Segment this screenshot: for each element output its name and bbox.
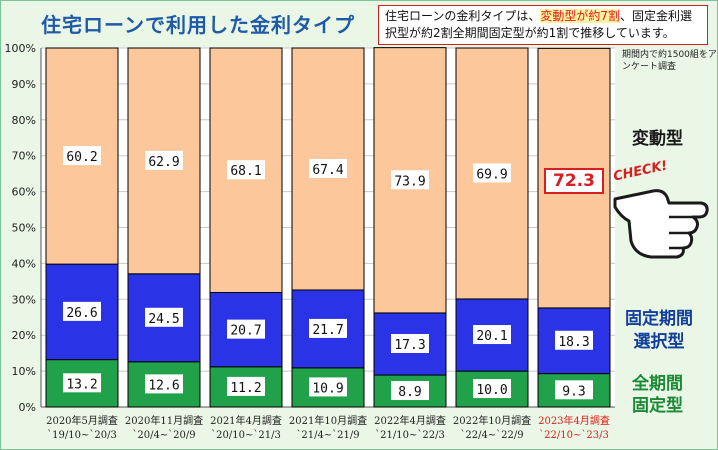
value-label: 21.7 — [312, 323, 343, 338]
x-tick-label: 2021年4月調査 — [210, 414, 282, 427]
value-label: 73.9 — [394, 174, 425, 189]
value-label-box — [309, 158, 347, 178]
fixed-selection-label-line2: 選択型 — [633, 332, 685, 352]
variable-rate-label: 変動型 — [632, 129, 683, 149]
x-tick-label: 2023年4月調査 — [538, 414, 610, 427]
value-label: 69.9 — [476, 167, 507, 182]
note-text-1: 住宅ローンの金利タイプは、 — [385, 9, 541, 23]
value-label: 9.3 — [562, 384, 585, 399]
y-tick-label: 50% — [12, 222, 36, 235]
y-tick-label: 0% — [19, 401, 36, 414]
value-label: 11.2 — [230, 381, 261, 396]
value-label-box — [145, 374, 183, 394]
x-tick-sublabel: `21/4~`21/9 — [296, 430, 359, 441]
y-tick-label: 40% — [12, 257, 36, 270]
value-label-box — [473, 325, 511, 345]
fixed-selection-label-line1: 固定期間 — [625, 309, 693, 329]
y-tick-label: 90% — [12, 78, 36, 91]
value-label-box — [473, 163, 511, 183]
latest-value-callout: 72.3 — [544, 168, 604, 194]
y-tick-label: 60% — [12, 186, 36, 199]
value-label: 26.6 — [66, 306, 97, 321]
value-label-box — [555, 380, 593, 400]
value-label-box — [391, 381, 429, 401]
value-label-box — [63, 146, 101, 166]
value-label: 17.3 — [394, 338, 425, 353]
x-tick-sublabel: `20/10~`21/3 — [211, 430, 281, 441]
value-label: 20.1 — [476, 329, 507, 344]
full-fixed-label-line2: 固定型 — [632, 396, 683, 416]
x-tick-label: 2020年11月調査 — [125, 414, 203, 427]
x-tick-sublabel: `22/10~`23/3 — [539, 430, 609, 441]
value-label: 20.7 — [230, 324, 261, 339]
value-label-box — [473, 379, 511, 399]
x-tick-label: 2020年5月調査 — [46, 414, 118, 427]
y-tick-label: 70% — [12, 150, 36, 163]
value-label-box — [227, 160, 265, 180]
fixed-selection-label: 固定期間 選択型 — [625, 308, 693, 354]
value-label-box — [309, 377, 347, 397]
y-tick-label: 20% — [12, 329, 36, 342]
value-label: 10.0 — [476, 383, 507, 398]
x-tick-label: 2022年4月調査 — [374, 414, 446, 427]
note-text-2: 、固定金利選択型が約2割全期間固定型が約1割で推移しています。 — [385, 9, 693, 40]
x-tick-sublabel: `20/4~`20/9 — [132, 430, 195, 441]
full-fixed-label-line1: 全期間 — [632, 374, 683, 394]
x-tick-label: 2022年10月調査 — [453, 414, 531, 427]
value-label-box — [227, 376, 265, 396]
value-label: 60.2 — [66, 150, 97, 165]
value-label-box — [145, 307, 183, 327]
value-label-box — [63, 373, 101, 393]
summary-note: 住宅ローンの金利タイプは、変動型が約7割、固定金利選択型が約2割全期間固定型が約… — [378, 5, 708, 45]
value-label-box — [555, 330, 593, 350]
y-tick-label: 30% — [12, 293, 36, 306]
x-tick-sublabel: `22/4~`22/9 — [460, 430, 523, 441]
value-label-box — [63, 301, 101, 321]
pointing-hand-icon — [613, 189, 709, 259]
value-label: 13.2 — [66, 377, 97, 392]
value-label: 62.9 — [148, 155, 179, 170]
value-label: 12.6 — [148, 378, 179, 393]
survey-note: 期間内で約1500組をアンケート調査 — [622, 50, 717, 72]
value-label: 8.9 — [398, 385, 421, 400]
value-label: 10.9 — [312, 381, 343, 396]
value-label: 68.1 — [230, 164, 261, 179]
value-label-box — [391, 333, 429, 353]
value-label-box — [391, 170, 429, 190]
value-label-box — [309, 318, 347, 338]
y-tick-label: 100% — [5, 42, 36, 55]
value-label-box — [227, 319, 265, 339]
full-fixed-label: 全期間 固定型 — [632, 373, 683, 417]
note-highlight: 変動型が約7割 — [540, 9, 621, 23]
x-tick-label: 2021年10月調査 — [289, 414, 367, 427]
x-tick-sublabel: `19/10~`20/3 — [47, 430, 117, 441]
value-label: 24.5 — [148, 312, 179, 327]
value-label-box — [145, 150, 183, 170]
y-tick-label: 80% — [12, 114, 36, 127]
value-label: 67.4 — [312, 163, 343, 178]
x-tick-sublabel: `21/10~`22/3 — [375, 430, 445, 441]
value-label: 18.3 — [558, 335, 589, 350]
bar-segment — [373, 47, 447, 314]
y-tick-label: 10% — [12, 365, 36, 378]
bar-segment — [455, 47, 529, 300]
chart-title: 住宅ローンで利用した金利タイプ — [41, 13, 355, 37]
